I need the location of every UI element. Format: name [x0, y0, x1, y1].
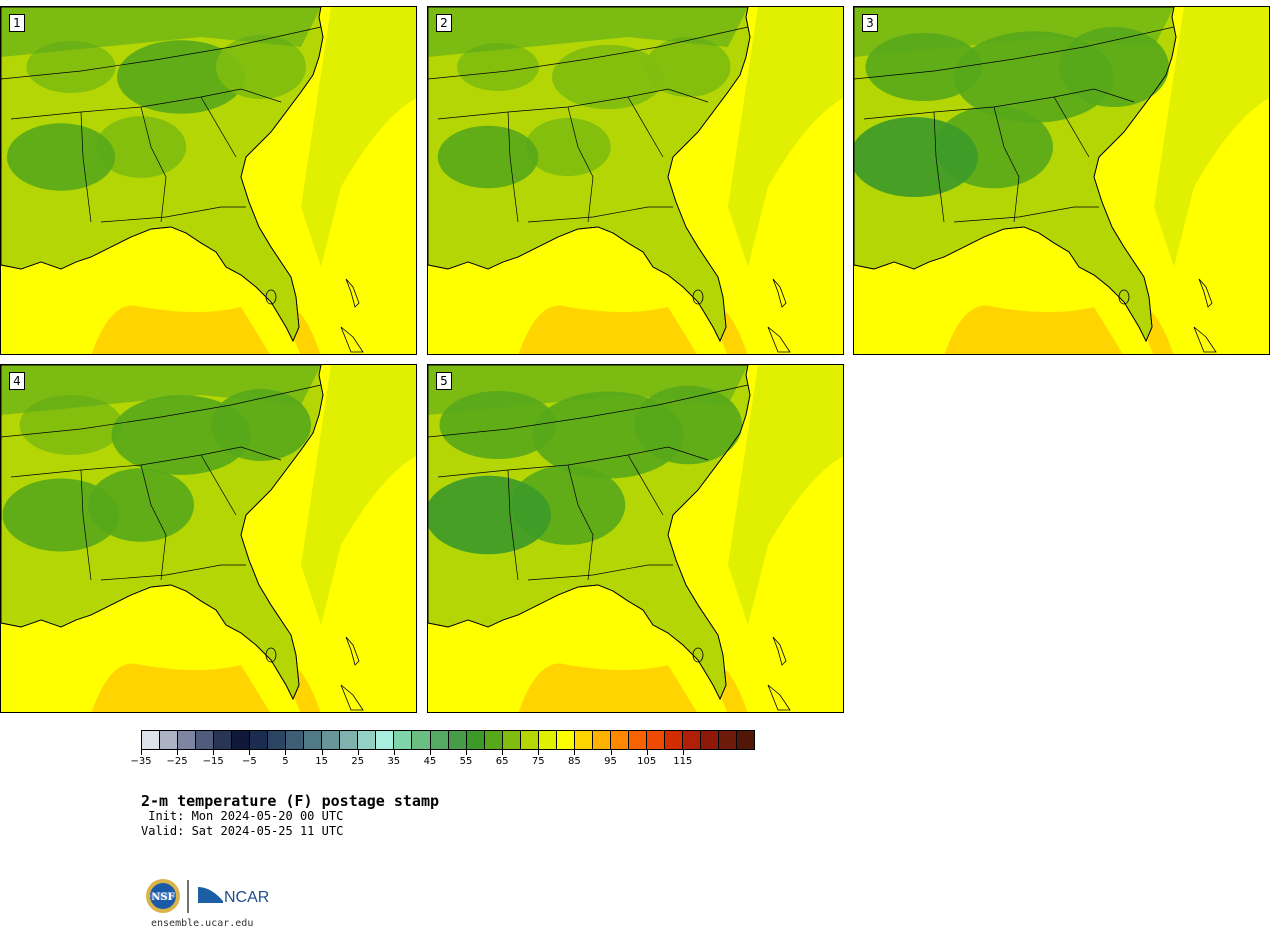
colorbar-tick-label: −25 [166, 756, 188, 767]
colorbar-segment [448, 731, 467, 749]
colorbar-tick-label: 55 [459, 756, 473, 767]
colorbar-segment [646, 731, 665, 749]
colorbar-tick-label: 65 [495, 756, 509, 767]
temperature-map [1, 7, 416, 354]
colorbar-tick-label: −5 [241, 756, 257, 767]
colorbar-tick-mark [321, 750, 323, 755]
colorbar-segment [304, 731, 323, 749]
colorbar-segment [268, 731, 287, 749]
colorbar-tick-mark [682, 750, 684, 755]
init-time: Init: Mon 2024-05-20 00 UTC [141, 809, 344, 823]
colorbar-segment [160, 731, 179, 749]
temperature-map [428, 365, 843, 712]
colorbar-segment [358, 731, 377, 749]
colorbar-segment [628, 731, 647, 749]
colorbar-segment [484, 731, 503, 749]
colorbar-tick-mark [177, 750, 179, 755]
colorbar-tick-mark [429, 750, 431, 755]
colorbar-tick-mark [141, 750, 142, 755]
colorbar-tick-label: −35 [130, 756, 152, 767]
colorbar-segment [719, 731, 738, 749]
panel-2: 2 [427, 6, 844, 355]
ncar-logo-icon: NCAR [198, 887, 269, 906]
colorbar-segment [574, 731, 593, 749]
ncar-logo-text: NCAR [224, 889, 269, 906]
colorbar-tick-mark [213, 750, 215, 755]
colorbar-segment [232, 731, 251, 749]
colorbar-segment [376, 731, 395, 749]
colorbar-segment [394, 731, 413, 749]
colorbar [141, 730, 755, 750]
colorbar-segment [520, 731, 539, 749]
colorbar-tick-mark [646, 750, 648, 755]
temperature-map [1, 365, 416, 712]
panel-3: 3 [853, 6, 1270, 355]
panel-label: 1 [9, 14, 25, 32]
colorbar-tick-label: 75 [531, 756, 545, 767]
colorbar-tick-label: 85 [568, 756, 581, 767]
colorbar-ticks: −35 −25 −15 −5 5 15 25 35 45 55 65 75 85 95 105 115 [130, 750, 755, 780]
colorbar-tick-mark [466, 750, 468, 755]
colorbar-segment [466, 731, 485, 749]
colorbar-segment [556, 731, 575, 749]
colorbar-segment [502, 731, 521, 749]
colorbar-segment [286, 731, 305, 749]
colorbar-segment [412, 731, 431, 749]
colorbar-tick-mark [574, 750, 576, 755]
colorbar-tick-label: 5 [282, 756, 289, 767]
colorbar-segment [700, 731, 719, 749]
colorbar-tick-mark [538, 750, 540, 755]
colorbar-tick-mark [502, 750, 504, 755]
colorbar-tick-mark [285, 750, 287, 755]
colorbar-segment [214, 731, 233, 749]
panel-1: 1 [0, 6, 417, 355]
colorbar-segment [196, 731, 215, 749]
panel-5: 5 [427, 364, 844, 713]
colorbar-tick-label: 95 [604, 756, 617, 767]
nsf-logo-text: NSF [151, 892, 174, 903]
colorbar-tick-label: 15 [315, 756, 328, 767]
panel-label: 5 [436, 372, 452, 390]
colorbar-tick-label: 35 [387, 756, 401, 767]
colorbar-tick-mark [610, 750, 612, 755]
nsf-logo-icon: NSF [146, 879, 180, 913]
colorbar-segment [430, 731, 449, 749]
colorbar-segment [142, 731, 161, 749]
colorbar-segment [178, 731, 197, 749]
colorbar-tick-label: −15 [202, 756, 224, 767]
colorbar-segment [737, 731, 755, 749]
colorbar-tick-mark [393, 750, 395, 755]
panel-label: 3 [862, 14, 878, 32]
colorbar-segment [610, 731, 629, 749]
colorbar-segment [340, 731, 359, 749]
colorbar-tick-label: 115 [673, 756, 693, 767]
colorbar-tick-label: 25 [351, 756, 365, 767]
colorbar-segment [250, 731, 269, 749]
colorbar-segment [592, 731, 611, 749]
colorbar-segment [538, 731, 557, 749]
panel-label: 2 [436, 14, 452, 32]
valid-time: Valid: Sat 2024-05-25 11 UTC [141, 824, 344, 838]
colorbar-tick-label: 45 [423, 756, 437, 767]
temperature-map [428, 7, 843, 354]
figure-title: 2-m temperature (F) postage stamp [141, 792, 440, 810]
logos: NSF NCAR [145, 877, 275, 921]
colorbar-tick-mark [357, 750, 359, 755]
panel-4: 4 [0, 364, 417, 713]
colorbar-segment [664, 731, 683, 749]
colorbar-segment [682, 731, 701, 749]
colorbar-tick-label: 105 [637, 756, 657, 767]
colorbar-tick-mark [249, 750, 251, 755]
website-text: ensemble.ucar.edu [151, 918, 254, 929]
panel-label: 4 [9, 372, 25, 390]
temperature-map [854, 7, 1269, 354]
colorbar-segment [322, 731, 341, 749]
